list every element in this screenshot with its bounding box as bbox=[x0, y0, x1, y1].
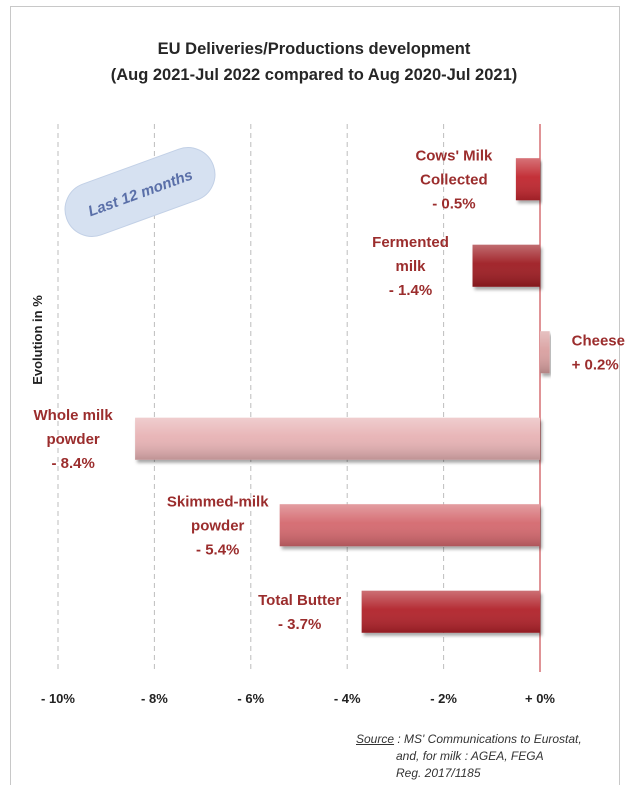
x-tick-label: - 8% bbox=[141, 691, 168, 706]
bar-group bbox=[279, 504, 540, 547]
bar-group bbox=[361, 590, 540, 633]
bar-group bbox=[135, 417, 540, 460]
bar-value-label: - 3.7% bbox=[278, 616, 321, 633]
chart-title: EU Deliveries/Productions development bbox=[157, 40, 471, 58]
bar-group bbox=[515, 158, 540, 201]
bar-category-label: Skimmed-milk bbox=[167, 493, 269, 510]
bar-category-label: powder bbox=[191, 517, 244, 534]
bar-category-label: Whole milk bbox=[34, 407, 114, 424]
bar-labels: Cows' Milk Collected - 0.5% Fermented milk - … bbox=[34, 147, 625, 633]
source-line-1: : MS' Communications to Eurostat, bbox=[394, 732, 582, 746]
bar-group bbox=[472, 244, 540, 287]
bar-shading bbox=[135, 417, 540, 460]
x-tick-label: + 0% bbox=[525, 691, 555, 706]
bar-value-label: - 5.4% bbox=[196, 541, 239, 558]
x-tick-labels: - 10% - 8% - 6% - 4% - 2% + 0% bbox=[41, 691, 555, 706]
source-line-3: Reg. 2017/1185 bbox=[396, 766, 481, 780]
bar-value-label: - 1.4% bbox=[389, 282, 432, 299]
last-12-months-badge: Last 12 months bbox=[64, 147, 216, 237]
chart-frame bbox=[10, 6, 620, 785]
x-tick-label: - 4% bbox=[334, 691, 361, 706]
x-tick-label: - 2% bbox=[430, 691, 457, 706]
bar-shading bbox=[472, 244, 540, 287]
bar-group bbox=[540, 331, 550, 374]
bar-category-label: Cows' Milk bbox=[415, 147, 493, 164]
bar-shading bbox=[361, 590, 540, 633]
source-line-2: and, for milk : AGEA, FEGA bbox=[396, 749, 544, 763]
x-tick-label: - 6% bbox=[237, 691, 264, 706]
bar-value-label: - 8.4% bbox=[51, 455, 94, 472]
source-label: Source bbox=[356, 732, 395, 746]
bar-value-label: + 0.2% bbox=[572, 356, 619, 373]
x-tick-label: - 10% bbox=[41, 691, 75, 706]
bar-category-label: Collected bbox=[420, 171, 488, 188]
bar-shading bbox=[540, 331, 550, 374]
bar-value-label: - 0.5% bbox=[432, 195, 475, 212]
y-axis-label: Evolution in % bbox=[30, 295, 45, 385]
bar-category-label: Total Butter bbox=[258, 592, 341, 609]
bars bbox=[135, 158, 550, 633]
chart-subtitle: (Aug 2021-Jul 2022 compared to Aug 2020-… bbox=[110, 66, 518, 84]
bar-category-label: powder bbox=[46, 431, 99, 448]
bar-category-label: milk bbox=[396, 258, 427, 275]
source-note: Source : MS' Communications to Eurostat,… bbox=[356, 731, 582, 782]
bar-category-label: Fermented bbox=[372, 234, 449, 251]
bar-shading bbox=[279, 504, 540, 547]
bar-category-label: Cheese bbox=[572, 332, 625, 349]
bar-shading bbox=[515, 158, 540, 201]
